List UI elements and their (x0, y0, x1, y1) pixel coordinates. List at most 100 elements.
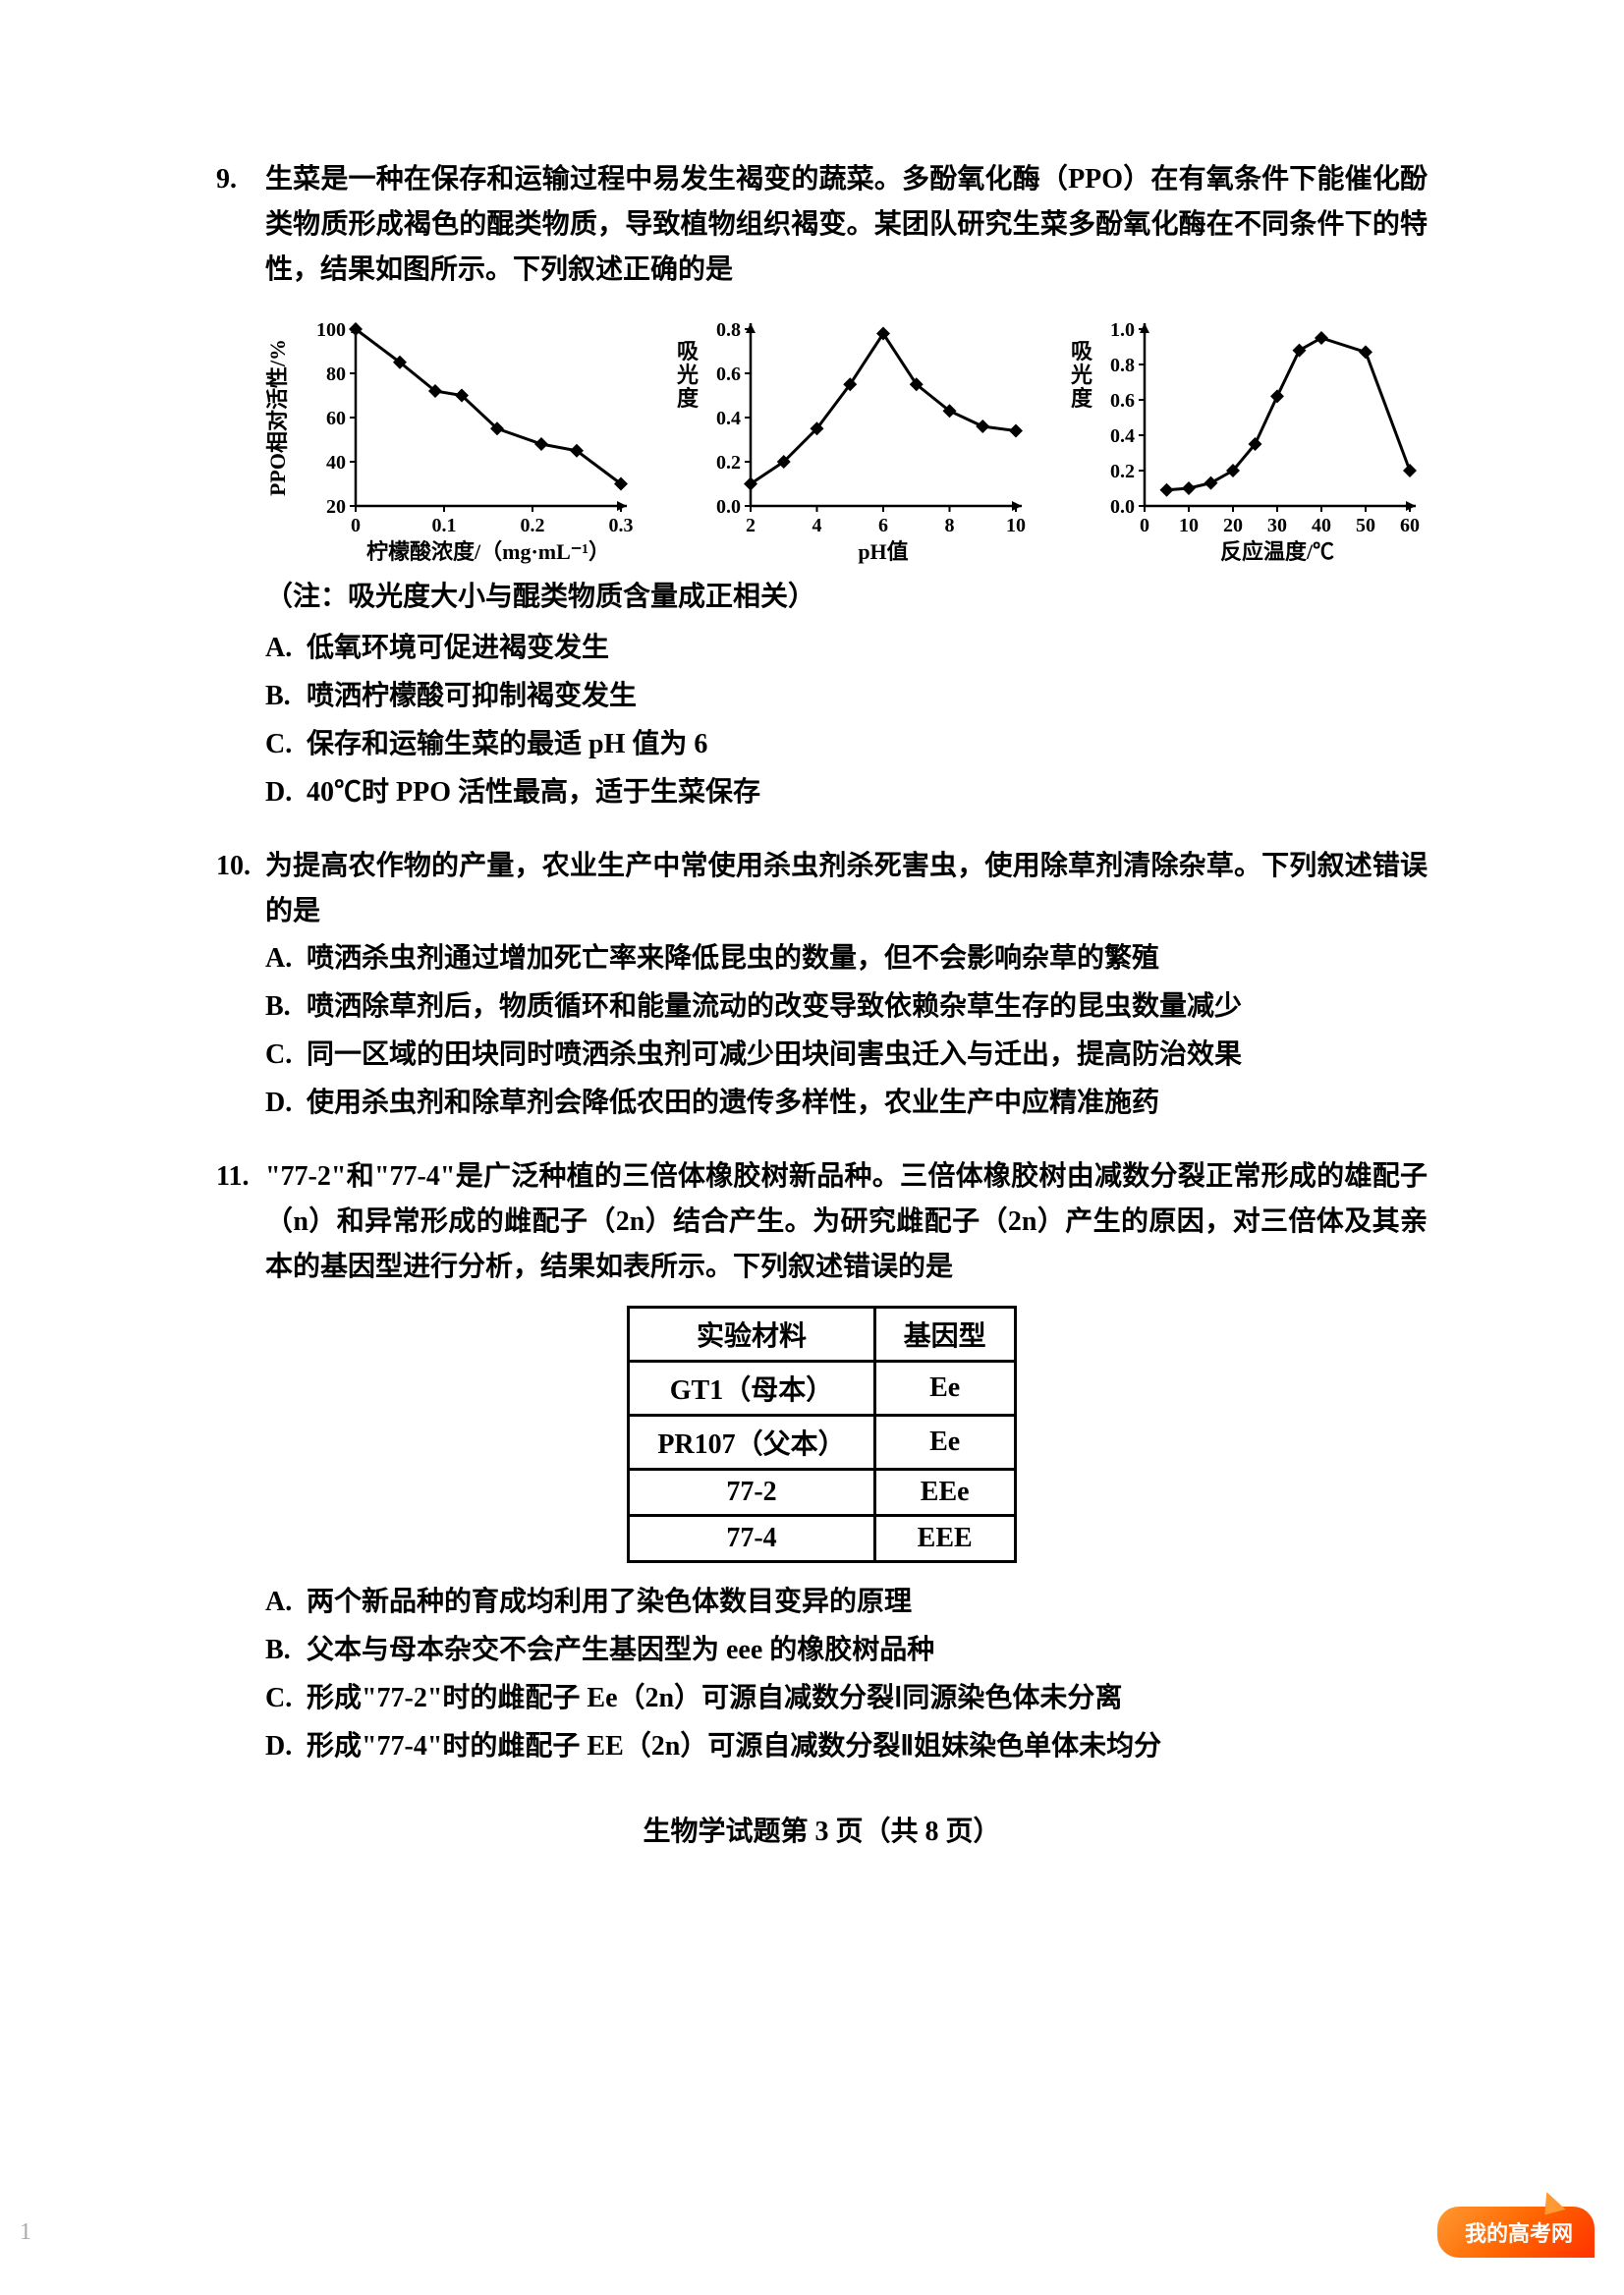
svg-text:0.6: 0.6 (1110, 390, 1135, 412)
svg-text:40: 40 (1312, 515, 1331, 536)
table-header-cell: 实验材料 (629, 1307, 874, 1361)
svg-text:0.4: 0.4 (716, 408, 741, 429)
q9-number: 9. (216, 157, 265, 202)
q10-option-b-text: 喷洒除草剂后，物质循环和能量流动的改变导致依赖杂草生存的昆虫数量减少 (307, 982, 1428, 1031)
svg-text:20: 20 (1223, 515, 1243, 536)
q10-option-c: C.同一区域的田块同时喷洒杀虫剂可减少田块间害虫迁入与迁出，提高防治效果 (265, 1031, 1428, 1079)
q10-stem: 为提高农作物的产量，农业生产中常使用杀虫剂杀死害虫，使用除草剂清除杂草。下列叙述… (265, 844, 1428, 934)
q11-option-c: C.形成"77-2"时的雌配子 Ee（2n）可源自减数分裂Ⅰ同源染色体未分离 (265, 1674, 1428, 1722)
q9-option-b-text: 喷洒柠檬酸可抑制褐变发生 (307, 672, 1428, 720)
q10-number: 10. (216, 844, 265, 889)
table-cell: 77-4 (629, 1515, 874, 1561)
q11-header: 11. "77-2"和"77-4"是广泛种植的三倍体橡胶树新品种。三倍体橡胶树由… (216, 1154, 1428, 1291)
svg-text:8: 8 (944, 515, 954, 536)
svg-text:10: 10 (1179, 515, 1199, 536)
svg-text:光: 光 (1070, 363, 1092, 387)
watermark-badge: 我的高考网 (1437, 2207, 1595, 2258)
q10-options: A.喷洒杀虫剂通过增加死亡率来降低昆虫的数量，但不会影响杂草的繁殖 B.喷洒除草… (265, 934, 1428, 1127)
svg-text:1.0: 1.0 (1110, 319, 1135, 341)
q11-table-wrap: 实验材料基因型GT1（母本）EePR107（父本）Ee77-2EEe77-4EE… (216, 1306, 1428, 1563)
table-cell: Ee (874, 1415, 1015, 1469)
q10-option-a: A.喷洒杀虫剂通过增加死亡率来降低昆虫的数量，但不会影响杂草的繁殖 (265, 934, 1428, 982)
svg-text:0.2: 0.2 (716, 452, 741, 474)
svg-text:20: 20 (326, 496, 346, 518)
q10-option-c-text: 同一区域的田块同时喷洒杀虫剂可减少田块间害虫迁入与迁出，提高防治效果 (307, 1031, 1428, 1079)
q10-option-a-text: 喷洒杀虫剂通过增加死亡率来降低昆虫的数量，但不会影响杂草的繁殖 (307, 934, 1428, 982)
table-row: GT1（母本）Ee (629, 1361, 1015, 1415)
svg-text:50: 50 (1356, 515, 1375, 536)
q9-header: 9. 生菜是一种在保存和运输过程中易发生褐变的蔬菜。多酚氧化酶（PPO）在有氧条… (216, 157, 1428, 294)
q11-option-a: A.两个新品种的育成均利用了染色体数目变异的原理 (265, 1578, 1428, 1626)
svg-text:60: 60 (326, 408, 346, 429)
q9-charts-row: 2040608010000.10.20.3PPO相对活性/%柠檬酸浓度/（mg·… (265, 311, 1428, 567)
q11-option-d: D.形成"77-4"时的雌配子 EE（2n）可源自减数分裂Ⅱ姐妹染色单体未均分 (265, 1722, 1428, 1770)
q9-chart-ph: 0.00.20.40.60.8246810吸光度pH值 (660, 311, 1034, 567)
svg-text:100: 100 (316, 319, 346, 341)
option-letter: D. (265, 768, 307, 816)
q9-option-a: A.低氧环境可促进褐变发生 (265, 624, 1428, 672)
svg-text:柠檬酸浓度/（mg·mL⁻¹）: 柠檬酸浓度/（mg·mL⁻¹） (366, 539, 610, 564)
option-letter: A. (265, 1578, 307, 1626)
option-letter: B. (265, 1626, 307, 1674)
svg-text:0.8: 0.8 (1110, 355, 1135, 376)
option-letter: C. (265, 720, 307, 768)
svg-text:0.8: 0.8 (716, 319, 741, 341)
q11-options: A.两个新品种的育成均利用了染色体数目变异的原理 B.父本与母本杂交不会产生基因… (265, 1578, 1428, 1770)
svg-text:反应温度/℃: 反应温度/℃ (1220, 539, 1334, 564)
table-row: 77-4EEE (629, 1515, 1015, 1561)
q10-option-d: D.使用杀虫剂和除草剂会降低农田的遗传多样性，农业生产中应精准施药 (265, 1079, 1428, 1127)
option-letter: C. (265, 1674, 307, 1722)
svg-text:0.3: 0.3 (609, 515, 634, 536)
svg-text:4: 4 (812, 515, 821, 536)
svg-text:度: 度 (676, 386, 699, 411)
q9-option-a-text: 低氧环境可促进褐变发生 (307, 624, 1428, 672)
svg-text:0.1: 0.1 (432, 515, 457, 536)
svg-text:0: 0 (1140, 515, 1149, 536)
q11-number: 11. (216, 1154, 265, 1200)
svg-text:10: 10 (1006, 515, 1026, 536)
q11-genotype-table: 实验材料基因型GT1（母本）EePR107（父本）Ee77-2EEe77-4EE… (627, 1306, 1016, 1563)
svg-text:0.2: 0.2 (1110, 461, 1135, 482)
svg-text:0.4: 0.4 (1110, 425, 1135, 447)
table-cell: 77-2 (629, 1469, 874, 1515)
svg-text:吸: 吸 (676, 339, 699, 364)
svg-text:PPO相对活性/%: PPO相对活性/% (265, 339, 290, 496)
table-cell: GT1（母本） (629, 1361, 874, 1415)
svg-text:度: 度 (1071, 386, 1093, 411)
q9-stem: 生菜是一种在保存和运输过程中易发生褐变的蔬菜。多酚氧化酶（PPO）在有氧条件下能… (265, 157, 1428, 294)
q9-options: A.低氧环境可促进褐变发生 B.喷洒柠檬酸可抑制褐变发生 C.保存和运输生菜的最… (265, 624, 1428, 816)
q9-option-c: C.保存和运输生菜的最适 pH 值为 6 (265, 720, 1428, 768)
table-cell: EEE (874, 1515, 1015, 1561)
svg-text:30: 30 (1267, 515, 1287, 536)
q11-option-d-text: 形成"77-4"时的雌配子 EE（2n）可源自减数分裂Ⅱ姐妹染色单体未均分 (307, 1722, 1428, 1770)
q9-option-d-text: 40℃时 PPO 活性最高，适于生菜保存 (307, 768, 1428, 816)
svg-text:0.0: 0.0 (1110, 496, 1135, 518)
svg-text:0.6: 0.6 (716, 364, 741, 385)
q11-option-c-text: 形成"77-2"时的雌配子 Ee（2n）可源自减数分裂Ⅰ同源染色体未分离 (307, 1674, 1428, 1722)
page-footer: 生物学试题第 3 页（共 8 页） (216, 1810, 1428, 1849)
question-11: 11. "77-2"和"77-4"是广泛种植的三倍体橡胶树新品种。三倍体橡胶树由… (216, 1154, 1428, 1770)
q9-option-b: B.喷洒柠檬酸可抑制褐变发生 (265, 672, 1428, 720)
q11-option-b-text: 父本与母本杂交不会产生基因型为 eee 的橡胶树品种 (307, 1626, 1428, 1674)
option-letter: C. (265, 1031, 307, 1079)
svg-text:6: 6 (878, 515, 888, 536)
q9-chart-citric-acid: 2040608010000.10.20.3PPO相对活性/%柠檬酸浓度/（mg·… (265, 311, 639, 567)
table-cell: EEe (874, 1469, 1015, 1515)
q10-header: 10. 为提高农作物的产量，农业生产中常使用杀虫剂杀死害虫，使用除草剂清除杂草。… (216, 844, 1428, 934)
q9-option-c-text: 保存和运输生菜的最适 pH 值为 6 (307, 720, 1428, 768)
svg-text:60: 60 (1400, 515, 1420, 536)
table-cell: Ee (874, 1361, 1015, 1415)
option-letter: A. (265, 624, 307, 672)
table-row: 77-2EEe (629, 1469, 1015, 1515)
table-header-cell: 基因型 (874, 1307, 1015, 1361)
svg-text:pH值: pH值 (858, 539, 908, 564)
table-row: PR107（父本）Ee (629, 1415, 1015, 1469)
table-cell: PR107（父本） (629, 1415, 874, 1469)
svg-text:0: 0 (351, 515, 361, 536)
svg-text:吸: 吸 (1071, 339, 1093, 364)
q11-option-b: B.父本与母本杂交不会产生基因型为 eee 的橡胶树品种 (265, 1626, 1428, 1674)
q9-chart-note: （注：吸光度大小与醌类物质含量成正相关） (265, 575, 1428, 614)
option-letter: D. (265, 1079, 307, 1127)
svg-text:40: 40 (326, 452, 346, 474)
q10-option-b: B.喷洒除草剂后，物质循环和能量流动的改变导致依赖杂草生存的昆虫数量减少 (265, 982, 1428, 1031)
